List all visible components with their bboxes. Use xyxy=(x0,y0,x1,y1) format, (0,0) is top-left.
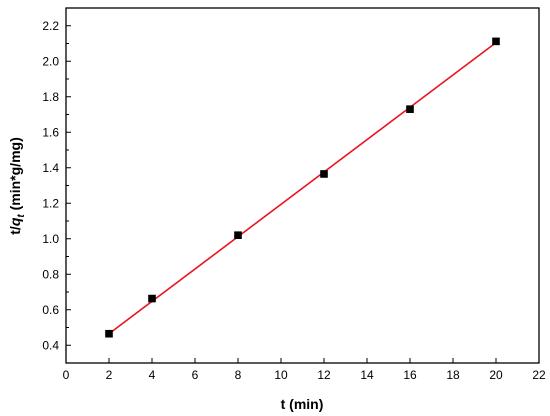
y-tick-label: 0.4 xyxy=(42,338,59,352)
y-tick-label: 2.0 xyxy=(42,54,59,68)
y-tick-label: 1.2 xyxy=(42,196,59,210)
y-axis-title-suffix: (min*g/mg) xyxy=(7,137,23,214)
y-axis-title-prefix: t/ xyxy=(7,226,23,235)
data-point xyxy=(406,105,414,113)
plot-frame xyxy=(65,7,540,364)
x-tick-label: 0 xyxy=(63,368,70,382)
x-tick-label: 10 xyxy=(274,368,288,382)
x-tick-label: 14 xyxy=(360,368,374,382)
y-tick-label: 1.6 xyxy=(42,125,59,139)
fit-line xyxy=(108,41,497,335)
x-tick-label: 4 xyxy=(149,368,156,382)
x-tick-label: 16 xyxy=(403,368,417,382)
x-tick-label: 22 xyxy=(532,368,546,382)
y-tick-label: 2.2 xyxy=(42,19,59,33)
data-point xyxy=(234,231,242,239)
x-tick-label: 18 xyxy=(446,368,460,382)
y-tick-label: 0.6 xyxy=(42,303,59,317)
y-axis-title: t/qt (min*g/mg) xyxy=(7,137,27,234)
data-point xyxy=(105,329,113,338)
y-axis-title-variable: q xyxy=(7,217,23,226)
data-point xyxy=(148,294,156,303)
series-layer xyxy=(105,37,500,338)
x-axis-ticks: 0 2 4 6 8 10 12 14 16 18 20 22 xyxy=(63,358,546,382)
y-tick-label: 1.0 xyxy=(42,232,59,246)
y-tick-label: 1.8 xyxy=(42,90,59,104)
x-axis-title: t (min) xyxy=(281,396,324,412)
y-axis-title-subscript: t xyxy=(16,214,27,218)
x-tick-label: 12 xyxy=(317,368,331,382)
y-tick-label: 1.4 xyxy=(42,161,59,175)
x-tick-label: 2 xyxy=(106,368,113,382)
y-tick-label: 0.8 xyxy=(42,267,59,281)
y-axis-ticks: 0.4 0.6 0.8 1.0 1.2 1.4 1.6 1.8 2.0 2.2 xyxy=(42,19,71,352)
data-point xyxy=(320,170,328,178)
x-tick-label: 20 xyxy=(489,368,503,382)
x-tick-label: 6 xyxy=(192,368,199,382)
data-point xyxy=(492,37,500,46)
x-tick-label: 8 xyxy=(235,368,242,382)
